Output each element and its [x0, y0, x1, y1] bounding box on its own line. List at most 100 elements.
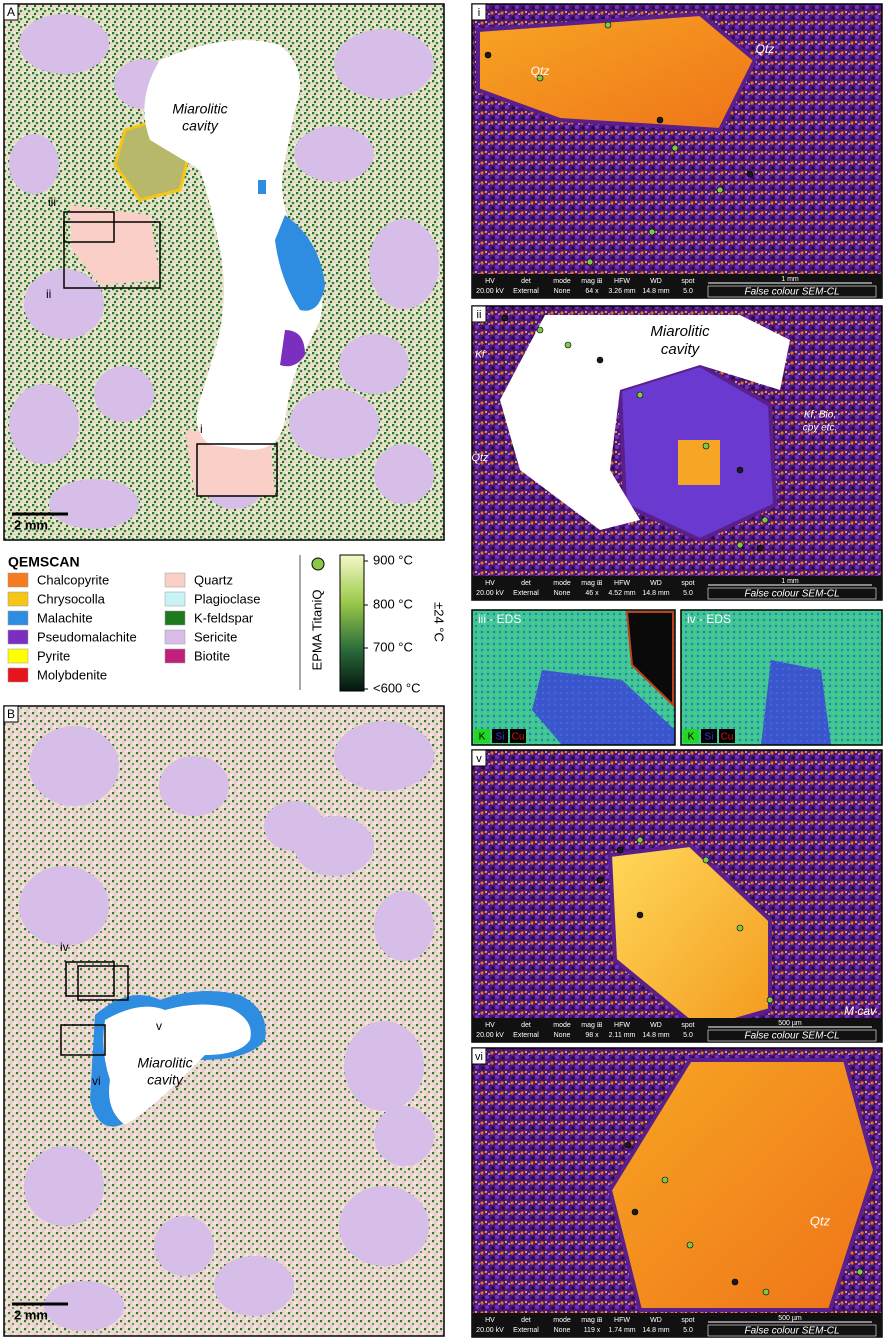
annotation: M cav [844, 1004, 877, 1018]
info-value: 4.52 mm [608, 590, 635, 597]
sericite-area [339, 334, 409, 394]
sericite-area [49, 479, 139, 529]
legend-label: Pseudomalachite [37, 629, 137, 644]
sericite-area [94, 366, 154, 422]
inset-box-label: ii [46, 287, 51, 301]
titaniq-spot [596, 876, 604, 884]
info-value: 5.0 [683, 590, 693, 597]
malachite-area [275, 215, 325, 311]
sem-scale-label: 1 mm [781, 276, 799, 283]
titaniq-spot [702, 442, 710, 450]
titaniq-spot [636, 391, 644, 399]
info-value: None [554, 590, 571, 597]
annotation: Kf, Bio, [804, 410, 836, 421]
element-label: Si [705, 732, 714, 743]
titaniq-spot [756, 544, 764, 552]
info-value: 20.00 kV [476, 288, 504, 295]
panel-frame [680, 609, 883, 746]
element-label: Cu [721, 732, 734, 743]
cavity-label: Miarolitic [172, 101, 227, 117]
element-label: K [479, 732, 486, 743]
annotation: Qtz [531, 64, 550, 78]
info-value: 46 x [585, 590, 599, 597]
panel-label: iv - EDS [687, 612, 731, 626]
titaniq-spot [736, 924, 744, 932]
pseudomalachite-area [280, 330, 305, 367]
legend-swatch [7, 591, 29, 607]
colorbar [339, 554, 365, 692]
element-label: Si [496, 732, 505, 743]
titaniq-spot [636, 911, 644, 919]
info-value: 3.26 mm [608, 288, 635, 295]
legend-swatch [164, 648, 186, 664]
panel-label-box [471, 305, 487, 323]
legend-swatch [7, 667, 29, 683]
legend-swatch [164, 610, 186, 626]
inset-box [65, 961, 115, 997]
sericite-area [294, 126, 374, 182]
annotation: Kf [475, 350, 486, 361]
sem-scale-label: 500 µm [778, 1020, 802, 1027]
annotation: cavity [661, 341, 701, 358]
titaniq-spot [536, 326, 544, 334]
info-header: mag ⊞ [581, 580, 602, 587]
colorbar-tick-label: 700 °C [373, 639, 413, 654]
sericite-area [369, 219, 439, 309]
sericite-area [289, 389, 379, 459]
caption-box [707, 587, 877, 600]
titaniq-spot [596, 356, 604, 364]
titaniq-spot [716, 186, 724, 194]
titaniq-spot [656, 116, 664, 124]
malachite-speck [258, 180, 266, 194]
core [678, 440, 720, 485]
si-grain [532, 670, 675, 745]
legend-swatch [7, 610, 29, 626]
legend-swatch [7, 629, 29, 645]
panel-label-box [3, 705, 19, 723]
sericite-area [339, 1186, 429, 1266]
info-header: HFW [614, 278, 630, 285]
sem-caption: False colour SEM-CL [744, 287, 839, 298]
info-header: mode [553, 1022, 571, 1029]
titaniq-spot [702, 856, 710, 864]
sericite-area [214, 1256, 294, 1316]
info-value: None [554, 1327, 571, 1334]
element-label: Cu [512, 732, 525, 743]
info-value: 14.8 mm [642, 590, 669, 597]
info-header: HFW [614, 1317, 630, 1324]
sem-scale-label: 500 µm [778, 1315, 802, 1322]
inset-box [77, 965, 129, 1001]
element-swatch [474, 729, 490, 743]
info-value: None [554, 288, 571, 295]
info-value: 5.0 [683, 1032, 693, 1039]
inset-box-label: vi [92, 1074, 101, 1088]
sem-scale-label: 1 mm [781, 578, 799, 585]
legend-label: Sericite [194, 629, 237, 644]
element-swatch [701, 729, 717, 743]
miarolitic-cavity [103, 1004, 251, 1125]
titaniq-spot [484, 51, 492, 59]
panel-label-box [471, 3, 487, 21]
colorbar-tick-label: 800 °C [373, 596, 413, 611]
titaniq-spot [766, 996, 774, 1004]
info-value: External [513, 288, 539, 295]
panel-label: iii - EDS [478, 612, 521, 626]
legend-label: Chalcopyrite [37, 572, 109, 587]
element-label: K [688, 732, 695, 743]
annotation: Qtz [810, 1213, 831, 1228]
annotation: Qtz [556, 318, 574, 330]
scale-bar-label: 2 mm [14, 517, 48, 532]
element-swatch [510, 729, 526, 743]
info-header: mag ⊞ [581, 1317, 602, 1324]
sericite-area [19, 14, 109, 74]
info-value: External [513, 1032, 539, 1039]
info-header: WD [650, 1317, 662, 1324]
titaniq-spot [604, 21, 612, 29]
panel-frame [471, 609, 676, 746]
info-value: 14.8 mm [642, 1032, 669, 1039]
sericite-area [344, 1021, 424, 1111]
sem-caption: False colour SEM-CL [744, 1031, 839, 1042]
info-header: spot [681, 1317, 694, 1324]
